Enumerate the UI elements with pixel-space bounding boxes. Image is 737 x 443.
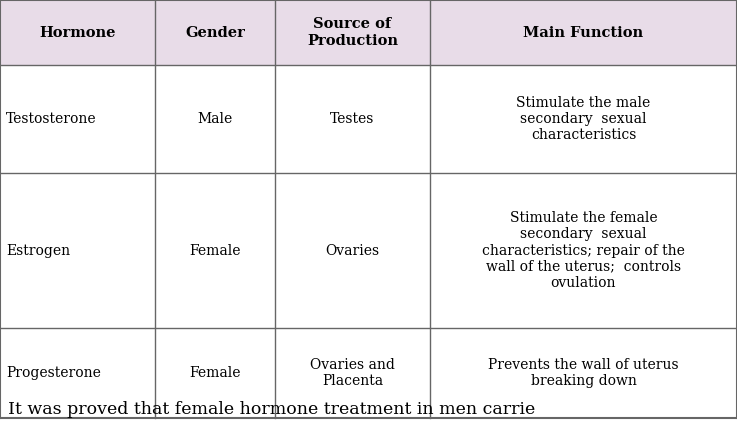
Text: Source of
Production: Source of Production [307, 17, 398, 47]
Text: Ovaries and
Placenta: Ovaries and Placenta [310, 358, 395, 388]
Text: Ovaries: Ovaries [326, 244, 380, 257]
Text: Stimulate the female
secondary  sexual
characteristics; repair of the
wall of th: Stimulate the female secondary sexual ch… [482, 211, 685, 290]
Bar [0, 65, 155, 173]
Bar [430, 328, 737, 418]
Bar [155, 65, 275, 173]
Text: Testosterone: Testosterone [6, 112, 97, 126]
Text: Male: Male [198, 112, 233, 126]
Bar [0, 328, 155, 418]
Bar [0, 173, 155, 328]
Text: Female: Female [189, 244, 241, 257]
Bar [275, 0, 430, 65]
Text: Hormone: Hormone [39, 26, 116, 39]
Bar [430, 173, 737, 328]
Text: Gender: Gender [185, 26, 245, 39]
Text: Prevents the wall of uterus
breaking down: Prevents the wall of uterus breaking dow… [488, 358, 679, 388]
Bar [275, 328, 430, 418]
Bar [430, 65, 737, 173]
Bar [275, 65, 430, 173]
Bar [430, 0, 737, 65]
Text: Stimulate the male
secondary  sexual
characteristics: Stimulate the male secondary sexual char… [517, 96, 651, 142]
Text: It was proved that female hormone treatment in men carrie: It was proved that female hormone treatm… [8, 401, 535, 419]
Text: Female: Female [189, 366, 241, 380]
Bar [155, 328, 275, 418]
Bar [275, 173, 430, 328]
Bar [155, 173, 275, 328]
Text: Testes: Testes [330, 112, 374, 126]
Bar [0, 0, 155, 65]
Text: Estrogen: Estrogen [6, 244, 70, 257]
Bar [155, 0, 275, 65]
Text: Progesterone: Progesterone [6, 366, 101, 380]
Text: Main Function: Main Function [523, 26, 643, 39]
